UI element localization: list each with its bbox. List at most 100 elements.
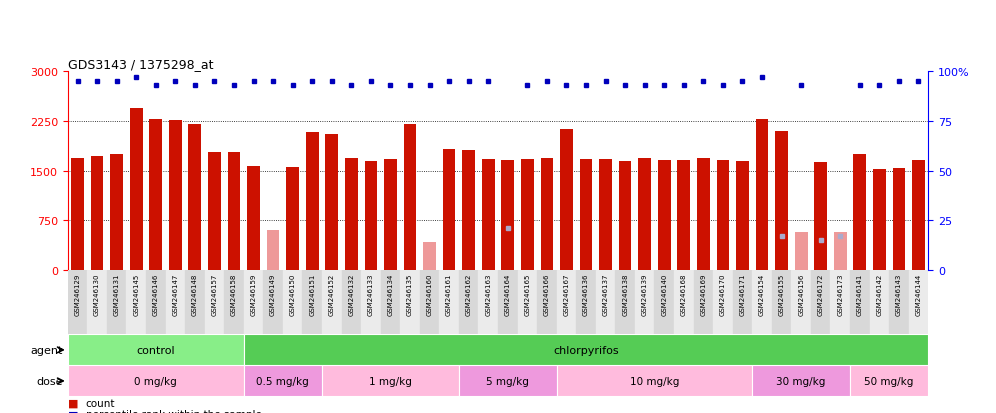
Text: GDS3143 / 1375298_at: GDS3143 / 1375298_at: [68, 58, 213, 71]
Text: GSM246161: GSM246161: [446, 273, 452, 316]
Bar: [244, 271, 263, 335]
Text: GSM246149: GSM246149: [270, 273, 276, 316]
Bar: [380, 271, 400, 335]
Bar: [204, 271, 224, 335]
Text: GSM246129: GSM246129: [75, 273, 81, 316]
Bar: [439, 271, 459, 335]
Text: GSM246139: GSM246139: [641, 273, 647, 316]
Bar: [889, 271, 908, 335]
Text: GSM246136: GSM246136: [583, 273, 589, 316]
Text: GSM246163: GSM246163: [485, 273, 491, 316]
Bar: [88, 271, 107, 335]
Text: GSM246154: GSM246154: [759, 273, 765, 315]
Bar: [165, 271, 185, 335]
Bar: [677, 161, 690, 271]
Text: GSM246134: GSM246134: [387, 273, 393, 316]
Text: GSM246130: GSM246130: [94, 273, 100, 316]
Bar: [459, 271, 478, 335]
Bar: [873, 169, 885, 271]
Bar: [244, 335, 928, 366]
Text: GSM246157: GSM246157: [211, 273, 217, 316]
Text: ■: ■: [68, 409, 79, 413]
Bar: [443, 150, 455, 271]
Bar: [772, 271, 792, 335]
Bar: [834, 232, 847, 271]
Text: GSM246173: GSM246173: [838, 273, 844, 316]
Bar: [68, 335, 244, 366]
Bar: [362, 271, 380, 335]
Text: GSM246156: GSM246156: [798, 273, 804, 316]
Text: GSM246170: GSM246170: [720, 273, 726, 316]
Bar: [912, 160, 925, 271]
Bar: [208, 153, 221, 271]
Bar: [345, 158, 358, 271]
Bar: [908, 271, 928, 335]
Text: GSM246160: GSM246160: [426, 273, 432, 316]
Text: GSM246148: GSM246148: [192, 273, 198, 316]
Bar: [185, 271, 204, 335]
Text: GSM246168: GSM246168: [681, 273, 687, 316]
Text: GSM246152: GSM246152: [329, 273, 335, 315]
Bar: [400, 271, 419, 335]
Text: 5 mg/kg: 5 mg/kg: [486, 376, 529, 386]
Bar: [811, 271, 831, 335]
Bar: [322, 366, 459, 396]
Bar: [616, 271, 634, 335]
Bar: [577, 271, 596, 335]
Bar: [482, 159, 495, 271]
Bar: [403, 125, 416, 271]
Bar: [224, 271, 244, 335]
Text: GSM246138: GSM246138: [622, 273, 628, 316]
Bar: [521, 159, 534, 271]
Text: GSM246131: GSM246131: [114, 273, 120, 316]
Bar: [752, 366, 850, 396]
Bar: [634, 271, 654, 335]
Bar: [146, 271, 165, 335]
Text: GSM246171: GSM246171: [739, 273, 745, 316]
Bar: [697, 158, 710, 271]
Text: GSM246132: GSM246132: [349, 273, 355, 316]
Text: ■: ■: [68, 398, 79, 408]
Bar: [850, 366, 928, 396]
Bar: [306, 133, 319, 271]
Text: GSM246141: GSM246141: [857, 273, 863, 316]
Bar: [286, 167, 299, 271]
Bar: [870, 271, 889, 335]
Bar: [244, 366, 322, 396]
Text: GSM246162: GSM246162: [466, 273, 472, 316]
Bar: [850, 271, 870, 335]
Bar: [537, 271, 557, 335]
Text: GSM246147: GSM246147: [172, 273, 178, 316]
Bar: [384, 159, 396, 271]
Text: GSM246169: GSM246169: [700, 273, 706, 316]
Text: control: control: [136, 345, 175, 355]
Bar: [693, 271, 713, 335]
Bar: [68, 366, 244, 396]
Text: GSM246167: GSM246167: [564, 273, 570, 316]
Bar: [459, 366, 557, 396]
Text: GSM246155: GSM246155: [779, 273, 785, 315]
Text: GSM246150: GSM246150: [290, 273, 296, 316]
Bar: [580, 159, 593, 271]
Text: 30 mg/kg: 30 mg/kg: [777, 376, 826, 386]
Bar: [169, 121, 181, 271]
Bar: [501, 160, 514, 271]
Text: 10 mg/kg: 10 mg/kg: [629, 376, 679, 386]
Text: GSM246133: GSM246133: [368, 273, 374, 316]
Bar: [733, 271, 752, 335]
Bar: [674, 271, 693, 335]
Text: 1 mg/kg: 1 mg/kg: [369, 376, 412, 386]
Bar: [303, 271, 322, 335]
Bar: [91, 157, 104, 271]
Bar: [419, 271, 439, 335]
Bar: [560, 130, 573, 271]
Text: count: count: [86, 398, 116, 408]
Text: chlorpyrifos: chlorpyrifos: [553, 345, 619, 355]
Bar: [638, 158, 651, 271]
Text: GSM246143: GSM246143: [896, 273, 902, 316]
Text: GSM246151: GSM246151: [309, 273, 315, 316]
Bar: [263, 271, 283, 335]
Text: GSM246135: GSM246135: [407, 273, 413, 316]
Bar: [756, 120, 768, 271]
Bar: [654, 271, 674, 335]
